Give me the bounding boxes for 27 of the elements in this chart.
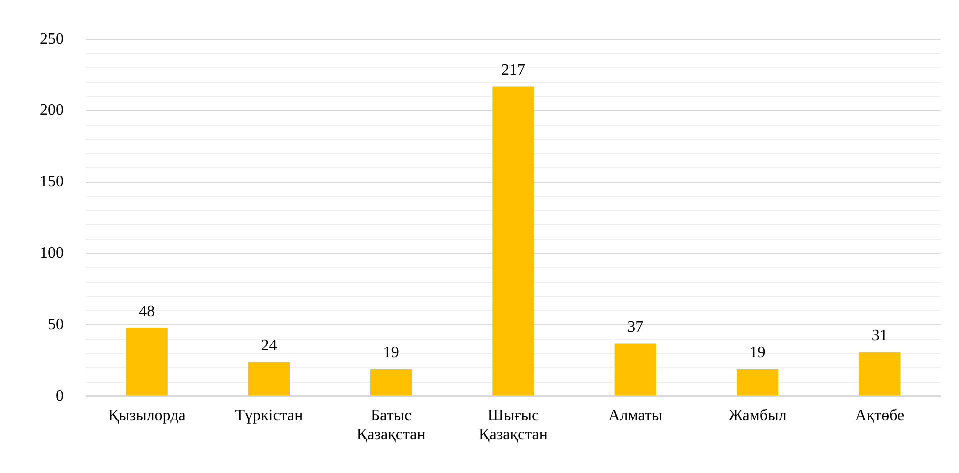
- x-tick-label: Жамбыл: [728, 407, 787, 424]
- data-label: 31: [872, 328, 888, 345]
- data-label: 19: [750, 344, 766, 362]
- bar: [614, 344, 656, 396]
- data-label: 48: [139, 303, 156, 320]
- y-tick-label: 50: [48, 316, 64, 334]
- bar: [126, 328, 168, 396]
- y-tick-label: 200: [40, 102, 64, 120]
- data-label: 24: [261, 338, 278, 355]
- data-label: 19: [383, 344, 400, 362]
- bar: [248, 362, 290, 396]
- bar: [492, 86, 534, 396]
- data-label: 37: [628, 318, 644, 336]
- y-tick-label: 100: [40, 245, 64, 262]
- y-tick-label: 150: [40, 174, 64, 191]
- x-tick-label: Шығыс Қазақстан: [479, 407, 548, 444]
- y-tick-label: 250: [40, 30, 64, 48]
- x-tick-label: Қызылорда: [108, 407, 186, 424]
- x-tick-label: Батыс Қазақстан: [356, 407, 426, 444]
- x-tick-label: Ақтөбе: [855, 407, 905, 424]
- bar: [859, 352, 901, 396]
- x-tick-label: Түркістан: [235, 407, 304, 424]
- bar: [370, 369, 412, 396]
- data-label: 217: [502, 62, 526, 79]
- bar: [736, 369, 779, 396]
- x-tick-label: Алматы: [608, 407, 663, 424]
- y-tick-label: 0: [56, 388, 64, 405]
